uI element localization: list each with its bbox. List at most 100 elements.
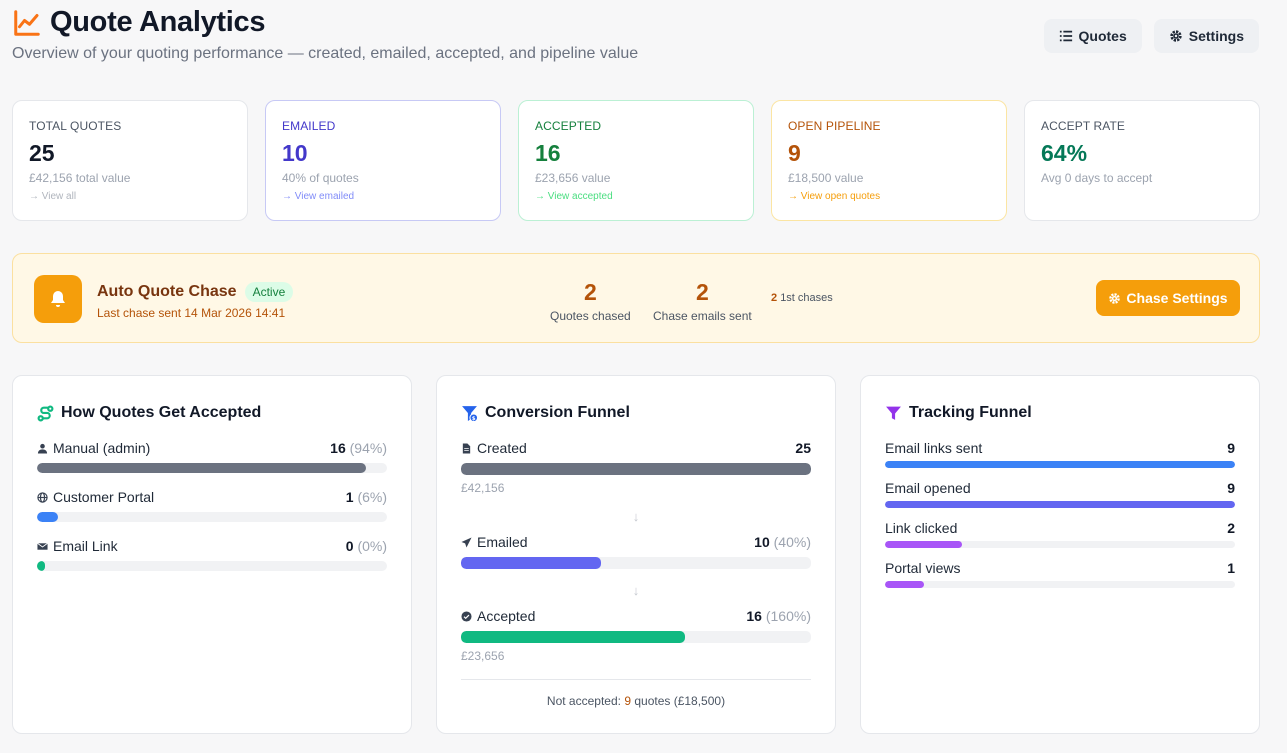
funnel-dollar-icon: $ [462,405,478,422]
chase-settings-label: Chase Settings [1126,290,1228,306]
row-label: Created [477,440,527,456]
stat-value: 9 [788,140,801,166]
row-count: 0 [345,538,354,554]
quotes-chased-value: 2 [583,279,597,305]
bar-fill [461,557,601,569]
stat-label: ACCEPTED [535,119,602,133]
accepted-value: £23,656 [461,649,505,663]
quotes-chased-label: Quotes chased [550,309,631,323]
first-chases: 2 1st chases [771,292,833,304]
progress-bar [885,461,1235,468]
row-count: 16 [330,440,346,456]
view-all-link[interactable]: → View all [29,191,77,202]
file-icon [462,442,471,454]
stat-label: OPEN PIPELINE [788,119,881,133]
view-accepted-link[interactable]: → View accepted [535,191,613,202]
arrow-down-icon: ↓ [632,509,640,524]
stat-value: 25 [29,140,55,166]
row-count: 1 [345,489,354,505]
envelope-icon [37,542,48,550]
funnel-emailed-row: Emailed 10 (40%) [461,534,811,569]
stat-total-quotes[interactable]: TOTAL QUOTES 25 £42,156 total value → Vi… [12,100,248,221]
bar-fill [885,501,1235,508]
not-accepted-suffix: quotes (£18,500) [634,694,726,708]
row-label: Email links sent [885,440,983,456]
arrow-down-icon: ↓ [632,583,640,598]
row-label: Manual (admin) [53,440,151,456]
tracking-row: Link clicked 2 [885,520,1235,548]
settings-button[interactable]: Settings [1153,19,1259,53]
filter-icon [886,406,901,420]
view-open-quotes-link[interactable]: → View open quotes [788,191,881,202]
route-icon [37,405,54,421]
stat-sub: Avg 0 days to accept [1041,171,1153,185]
chart-line-icon [14,9,40,36]
stat-label: TOTAL QUOTES [29,119,122,133]
progress-bar [885,581,1235,588]
tracking-row: Email links sent 9 [885,440,1235,468]
progress-bar [461,463,811,475]
bar-fill [885,461,1235,468]
stat-accepted[interactable]: ACCEPTED 16 £23,656 value → View accepte… [518,100,754,221]
row-count: 1 [1227,560,1235,576]
chase-emails-value: 2 [695,279,709,305]
bar-fill [885,581,924,588]
row-count: 9 [1227,480,1235,496]
row-count: 10 [754,534,770,550]
row-pct: (40%) [773,534,811,550]
quotes-button[interactable]: Quotes [1043,19,1142,53]
progress-bar [37,463,387,473]
last-chase-text: Last chase sent 14 Mar 2026 14:41 [97,306,286,320]
row-pct: (0%) [357,538,387,554]
list-icon [1059,30,1072,42]
progress-bar [885,501,1235,508]
created-value: £42,156 [461,481,505,495]
row-count: 25 [795,440,811,456]
gear-icon [1109,292,1121,304]
how-accepted-panel: How Quotes Get Accepted Manual (admin) 1… [12,375,412,734]
stat-emailed[interactable]: EMAILED 10 40% of quotes → View emailed [265,100,501,221]
not-accepted-count: 9 [624,694,631,708]
stat-sub: £18,500 value [788,171,864,185]
stat-value: 64% [1041,140,1088,166]
stat-label: ACCEPT RATE [1041,119,1126,133]
funnel-created-row: Created 25 £42,156 [461,440,811,495]
accept-method-row: Email Link 0 (0%) [37,538,387,571]
row-pct: (6%) [357,489,387,505]
row-label: Link clicked [885,520,958,536]
stat-value: 10 [282,140,308,166]
chase-settings-button[interactable]: Chase Settings [1096,280,1240,316]
row-count: 2 [1227,520,1235,536]
row-label: Customer Portal [53,489,155,505]
tracking-funnel-panel: Tracking Funnel Email links sent 9 Email … [860,375,1260,734]
view-emailed-link[interactable]: → View emailed [282,191,355,202]
funnel-accepted-row: Accepted 16 (160%) £23,656 [461,608,811,663]
gear-icon [1170,30,1182,42]
paper-plane-icon [461,536,472,548]
bell-icon-tile [34,275,82,323]
divider [461,679,811,680]
stat-sub: 40% of quotes [282,171,359,185]
row-count: 9 [1227,440,1235,456]
stat-open-pipeline[interactable]: OPEN PIPELINE 9 £18,500 value → View ope… [771,100,1007,221]
bar-fill [461,631,685,643]
stat-sub: £23,656 value [535,171,611,185]
row-pct: (94%) [349,440,387,456]
chase-emails-label: Chase emails sent [653,309,752,323]
progress-bar [461,557,811,569]
panel-title: Tracking Funnel [909,404,1032,421]
first-chases-label: 1st chases [780,292,833,304]
tracking-row: Portal views 1 [885,560,1235,588]
conversion-funnel-panel: $ Conversion Funnel Created 25 £42,156 ↓… [436,375,836,734]
status-badge: Active [244,282,294,302]
page-subtitle: Overview of your quoting performance — c… [12,45,639,62]
stat-cards: TOTAL QUOTES 25 £42,156 total value → Vi… [12,100,1260,221]
stat-value: 16 [535,140,561,166]
progress-bar [37,561,387,571]
accept-method-row: Manual (admin) 16 (94%) [37,440,387,473]
row-count: 16 [746,608,762,624]
row-label: Email Link [53,538,118,554]
stat-accept-rate: ACCEPT RATE 64% Avg 0 days to accept [1024,100,1260,221]
row-label: Email opened [885,480,971,496]
bar-fill [37,463,366,473]
